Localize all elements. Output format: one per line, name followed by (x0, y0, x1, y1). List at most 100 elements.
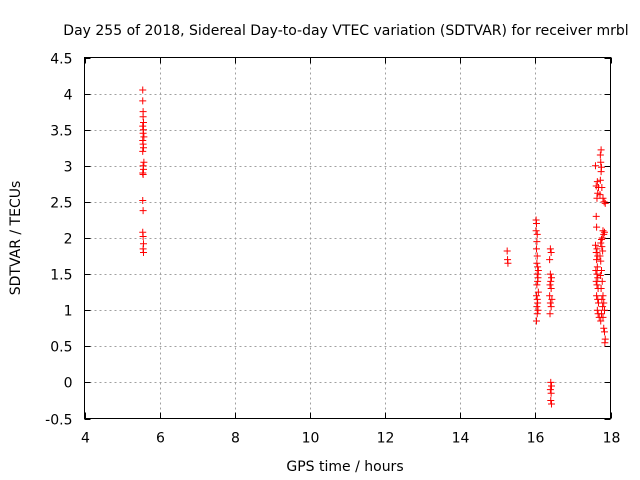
data-point (547, 378, 555, 386)
data-point (546, 299, 554, 307)
data-point (599, 227, 607, 235)
data-point (593, 178, 601, 186)
data-point (533, 252, 541, 260)
data-point (546, 281, 554, 289)
data-point (593, 292, 601, 300)
data-point (547, 285, 555, 293)
data-point (533, 310, 541, 318)
data-point (546, 256, 554, 264)
data-point (593, 281, 601, 289)
data-point (593, 256, 601, 264)
data-point (597, 317, 605, 325)
data-point (593, 245, 601, 253)
y-tick-label: 4 (64, 88, 73, 104)
data-point (600, 198, 608, 206)
data-point (598, 234, 606, 242)
data-point (533, 303, 541, 311)
data-point (597, 168, 605, 176)
data-point (548, 274, 556, 282)
data-point (548, 400, 556, 408)
data-point (592, 248, 600, 256)
data-point (599, 194, 607, 202)
data-point (139, 207, 147, 215)
chart-title: Day 255 of 2018, Sidereal Day-to-day VTE… (63, 23, 628, 39)
data-point (597, 158, 605, 166)
data-point (593, 306, 601, 314)
data-point (139, 196, 147, 204)
data-point (600, 230, 608, 238)
data-point (139, 144, 147, 152)
y-tick-label: 0.5 (50, 340, 72, 356)
data-point (139, 86, 147, 94)
data-point (534, 288, 542, 296)
x-tick-label: 10 (302, 431, 320, 447)
x-tick-label: 16 (527, 431, 545, 447)
data-point (600, 299, 608, 307)
data-point (139, 129, 147, 137)
y-tick-label: 2.5 (50, 196, 72, 212)
x-axis-label: GPS time / hours (286, 459, 403, 475)
data-point (139, 170, 147, 178)
data-point (546, 245, 554, 253)
data-point (593, 223, 601, 231)
grid (84, 57, 611, 419)
data-point (598, 295, 606, 303)
data-point (547, 303, 555, 311)
data-point (596, 252, 604, 260)
data-point (139, 147, 147, 155)
data-point (599, 292, 607, 300)
data-point (139, 118, 147, 126)
x-tick-label: 4 (81, 431, 90, 447)
y-axis-label: SDTVAR / TECUs (8, 181, 24, 296)
data-point (547, 396, 555, 404)
data-point (547, 248, 555, 256)
x-tick-label: 14 (452, 431, 470, 447)
data-point (593, 270, 601, 278)
data-point (503, 247, 511, 255)
y-tick-label: 3.5 (50, 124, 72, 140)
data-point (597, 235, 605, 243)
x-tick-label: 12 (377, 431, 395, 447)
data-point (534, 299, 542, 307)
data-point (547, 277, 555, 285)
data-point (546, 270, 554, 278)
data-point (600, 328, 608, 336)
data-point (532, 245, 540, 253)
data-point (591, 162, 599, 170)
data-point (601, 199, 609, 207)
data-point (546, 310, 554, 318)
data-point (139, 248, 147, 256)
data-point (533, 259, 541, 267)
data-point (597, 310, 605, 318)
data-point (140, 158, 148, 166)
data-point (599, 247, 607, 255)
data-point (600, 324, 608, 332)
data-point (596, 176, 604, 184)
data-point (532, 220, 540, 228)
data-point (533, 281, 541, 289)
data-point (546, 292, 554, 300)
y-tick-label: 1 (64, 304, 73, 320)
data-point (599, 313, 607, 321)
data-point (534, 266, 542, 274)
data-point (598, 277, 606, 285)
x-tick-label: 8 (231, 431, 240, 447)
data-point (140, 133, 148, 141)
y-tick-label: 1.5 (50, 268, 72, 284)
data-point (596, 272, 604, 280)
data-point (597, 285, 605, 293)
plot-frame (84, 57, 611, 419)
data-point (591, 241, 599, 249)
x-tick-label: 18 (603, 431, 621, 447)
data-point (532, 292, 540, 300)
data-point (548, 295, 556, 303)
data-point (139, 233, 147, 241)
data-point (139, 122, 147, 130)
data-point (533, 238, 541, 246)
y-tick-label: 2 (64, 232, 73, 248)
axis-ticks: 4 6 8 10 12 14 16 18 -0.5 0 0.5 1 1.5 2 2.5 3 3.5 4 4.5 (45, 52, 620, 447)
data-point (598, 243, 606, 251)
data-point (601, 339, 609, 347)
x-tick-label: 6 (156, 431, 165, 447)
data-point (139, 97, 147, 105)
